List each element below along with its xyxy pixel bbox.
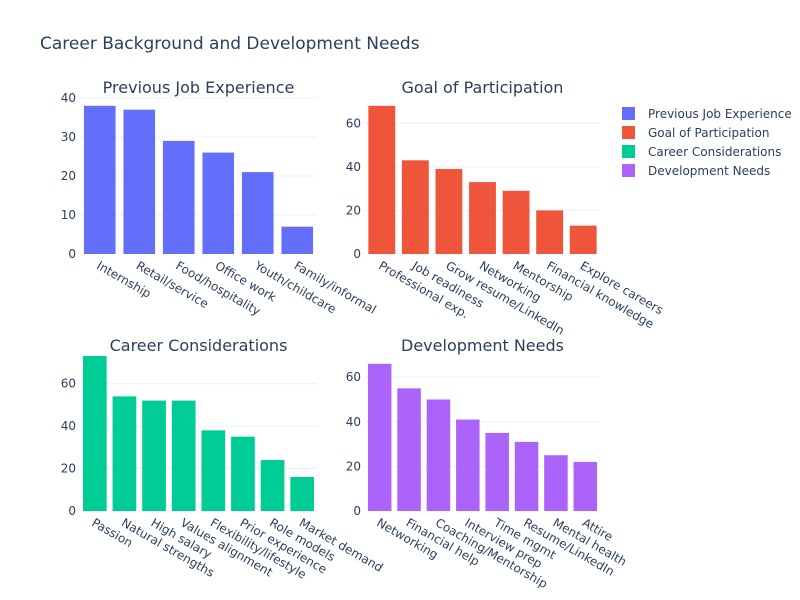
y-tick-label: 20 [346, 459, 361, 473]
legend-item-career-considerations[interactable]: Career Considerations [622, 142, 792, 161]
bar-natural-strengths [112, 396, 137, 511]
bar-mentorship [502, 190, 530, 254]
y-tick-label: 0 [353, 504, 361, 518]
subplot-title: Previous Job Experience [103, 78, 295, 97]
bar-financial-help [397, 388, 421, 511]
legend-label: Development Needs [648, 163, 771, 178]
y-tick-label: 20 [346, 203, 361, 217]
bar-retail-service [123, 109, 156, 254]
bar-flexibility-lifestyle [201, 430, 226, 511]
legend-item-development-needs[interactable]: Development Needs [622, 161, 792, 180]
legend-item-goal-of-participation[interactable]: Goal of Participation [622, 123, 792, 142]
y-tick-label: 60 [346, 370, 361, 384]
y-tick-label: 0 [353, 247, 361, 261]
subplot-title: Development Needs [401, 336, 564, 355]
legend-swatch [622, 164, 635, 177]
bar-office-work [202, 152, 235, 254]
bar-high-salary [142, 400, 166, 511]
y-tick-label: 0 [68, 247, 76, 261]
bar-grow-resume-linkedin [435, 169, 463, 254]
bar-market-demand [290, 477, 315, 511]
bar-resume-linkedin [514, 441, 539, 511]
y-tick-label: 40 [61, 419, 76, 433]
subplot-title: Career Considerations [110, 336, 288, 355]
y-tick-label: 10 [61, 208, 76, 222]
legend-swatch [622, 107, 635, 120]
legend-label: Previous Job Experience [648, 106, 792, 121]
bar-role-models [260, 460, 285, 511]
legend: Previous Job Experience Goal of Particip… [622, 104, 792, 180]
bar-interview-prep [456, 419, 480, 511]
subplot-title: Goal of Participation [402, 78, 564, 97]
bar-youth-childcare [241, 172, 274, 254]
y-tick-label: 20 [61, 169, 76, 183]
bar-time-mgmt [485, 432, 509, 511]
bar-mental-health [544, 455, 568, 511]
y-tick-label: 40 [61, 91, 76, 105]
bar-prior-experience [231, 436, 255, 511]
bar-networking [367, 363, 392, 511]
bar-networking [469, 182, 496, 254]
legend-swatch [622, 145, 635, 158]
bar-coaching-mentorship [426, 399, 451, 511]
bar-internship [83, 105, 116, 254]
y-tick-label: 40 [346, 160, 361, 174]
bar-attire [573, 461, 598, 511]
bar-financial-knowledge [536, 210, 564, 254]
bar-explore-careers [569, 225, 597, 254]
y-tick-label: 60 [346, 116, 361, 130]
bar-food-hospitality [162, 140, 195, 254]
legend-label: Goal of Participation [648, 125, 770, 140]
legend-swatch [622, 126, 635, 139]
bar-professional-exp [368, 105, 396, 255]
y-tick-label: 20 [61, 462, 76, 476]
bar-family-informal [281, 226, 314, 254]
y-tick-label: 30 [61, 130, 76, 144]
y-tick-label: 60 [61, 377, 76, 391]
bar-values-alignment [171, 400, 196, 511]
chart-title: Career Background and Development Needs [40, 34, 420, 54]
legend-label: Career Considerations [648, 144, 782, 159]
bar-job-readiness [401, 160, 429, 254]
legend-item-previous-job-experience[interactable]: Previous Job Experience [622, 104, 792, 123]
y-tick-label: 0 [68, 504, 76, 518]
bar-passion [82, 356, 107, 511]
y-tick-label: 40 [346, 415, 361, 429]
